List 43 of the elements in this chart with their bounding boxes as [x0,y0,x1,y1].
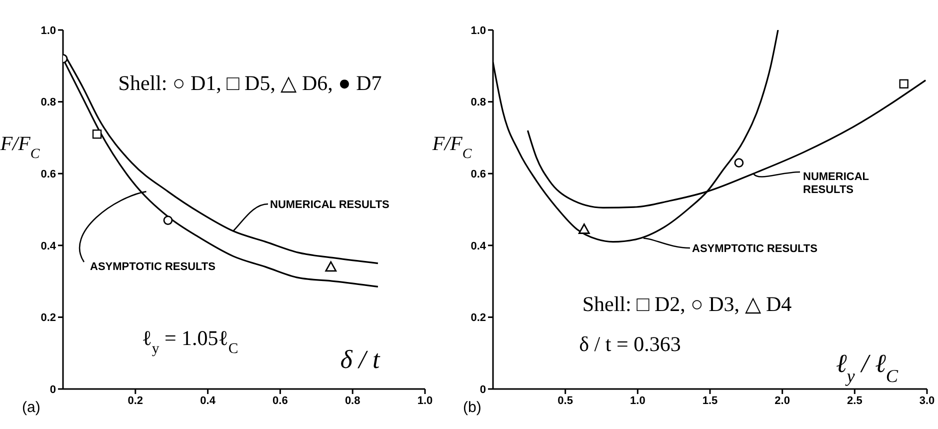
y-tick-label: 0 [50,384,56,396]
x-axis-title: δ / t [340,345,381,374]
point [92,130,102,139]
annotation: NUMERICAL RESULTS [803,171,870,196]
y-tick-label: 0.8 [40,96,56,109]
y-tick-label: 0.2 [40,312,56,324]
x-tick-label: 2.5 [847,394,862,407]
y-tick-label: 1.0 [40,24,56,37]
y-tick-label: 1.0 [470,24,486,37]
x-tick-label: 2.0 [774,394,790,407]
annotation: ASYMPTOTIC RESULTS [692,243,818,255]
y-tick-label: 0.4 [40,240,57,252]
point [163,216,173,225]
x-tick-label: 0.8 [344,394,360,407]
point [578,224,590,234]
annotation: ℓ$_{y}$ = 1.05ℓ$_{C}$ [142,326,238,357]
x-tick-label: 0.4 [200,394,216,407]
annotation: NUMERICAL RESULTS [270,199,390,211]
x-tick-label: 3.0 [919,394,935,407]
y-tick-label: 0 [480,384,486,396]
y-axis-title: F/F$_{C}$ [0,133,40,162]
point [899,79,908,88]
y-tick-label: 0.8 [470,96,486,109]
point [325,261,337,272]
y-axis-title: F/F$_{C}$ [431,133,472,162]
text: (a) [22,399,40,416]
x-tick-label: 0.6 [272,394,288,407]
x-tick-label: 1.0 [630,394,646,407]
x-tick-label: 0.2 [128,394,144,407]
annotation: ASYMPTOTIC RESULTS [90,261,216,273]
y-tick-label: 0.6 [40,168,56,181]
text: (b) [463,399,482,416]
annotation: δ / t = 0.363 [579,332,681,356]
annotation: Shell: □ D2, ○ D3, △ D4 [582,292,792,316]
point [734,158,744,168]
y-tick-label: 0.2 [470,312,486,324]
x-tick-label: 0.5 [558,394,573,407]
y-tick-label: 0.6 [470,168,486,181]
x-tick-label: 1.0 [417,394,433,407]
y-tick-label: 0.4 [470,240,487,252]
x-tick-label: 1.5 [702,394,718,407]
annotation: Shell: ○ D1, □ D5, △ D6, ● D7 [118,71,382,95]
x-axis-title: ℓ$_{y}$ / ℓ$_{C}$ [836,349,899,386]
